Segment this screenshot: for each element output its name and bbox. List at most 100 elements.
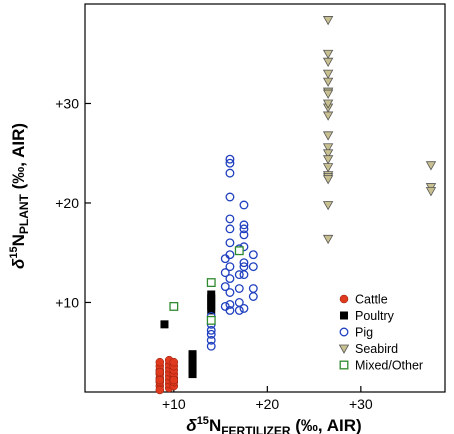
pig-point-6 — [220, 301, 230, 311]
poultry-point-11 — [207, 290, 216, 299]
y-axis-label-element: N — [9, 234, 28, 246]
y-axis-label: δ15NPLANT (‰, AIR) — [8, 123, 31, 269]
seabird-point-13 — [322, 175, 334, 185]
pig-point-21 — [225, 158, 235, 168]
x-axis-label: δ15NFERTILIZER (‰, AIR) — [186, 415, 361, 434]
seabird-point-3 — [322, 69, 334, 79]
x-axis-label-subscript: FERTILIZER — [221, 424, 291, 434]
seabird-point-14 — [322, 201, 334, 211]
pig-point-36 — [239, 200, 249, 210]
seabird-point-9 — [322, 155, 334, 165]
plot-frame — [84, 3, 446, 393]
pig-point-33 — [239, 230, 249, 240]
pig-point-29 — [239, 270, 249, 280]
x-axis-label-units: (‰, AIR) — [291, 416, 362, 434]
pig-point-18 — [225, 214, 235, 224]
poultry-point-0 — [160, 320, 169, 329]
cattle-point-24 — [169, 357, 179, 367]
seabird-point-5 — [322, 111, 334, 121]
seabird-point-15 — [322, 234, 334, 245]
seabird-point-16 — [322, 99, 334, 109]
y-axis-label-delta: δ — [9, 258, 28, 269]
seabird-point-2 — [322, 57, 334, 68]
x-axis-label-element: N — [209, 416, 221, 434]
pig-point-2 — [206, 329, 216, 339]
pig-point-40 — [248, 250, 258, 260]
mixed-other-point-0 — [169, 301, 179, 311]
seabird-point-1 — [322, 49, 334, 60]
cattle-point-8 — [155, 367, 165, 377]
y-axis-label-subscript: PLANT — [17, 193, 31, 234]
pig-point-12 — [225, 288, 235, 297]
legend-label-seabird: Seabird — [355, 342, 398, 356]
pig-point-8 — [220, 268, 230, 278]
pig-point-35 — [239, 220, 249, 230]
pig-point-0 — [206, 341, 216, 351]
y-axis-label-superscript: 15 — [8, 246, 20, 258]
legend-label-pig: Pig — [355, 326, 373, 340]
legend-label-cattle: Cattle — [355, 293, 388, 307]
y-tick-label-0: +10 — [55, 294, 79, 310]
legend-label-poultry: Poultry — [355, 309, 395, 323]
x-tick-label-1: +20 — [255, 396, 279, 412]
legend-marker-poultry — [340, 311, 348, 320]
pig-point-31 — [239, 258, 249, 268]
data-marks — [155, 16, 437, 395]
cattle-point-25 — [169, 375, 179, 385]
x-tick-label-2: +30 — [349, 396, 373, 412]
legend-marker-cattle — [339, 294, 349, 304]
pig-point-24 — [234, 298, 244, 307]
seabird-point-7 — [322, 143, 334, 153]
pig-point-19 — [225, 192, 235, 202]
seabird-point-0 — [322, 16, 334, 26]
seabird-point-10 — [322, 163, 334, 173]
x-axis-label-superscript: 15 — [197, 415, 209, 427]
pig-point-39 — [248, 262, 258, 272]
pig-point-13 — [225, 274, 235, 284]
pig-point-22 — [225, 154, 235, 164]
pig-point-7 — [220, 282, 230, 291]
x-axis-label-delta: δ — [186, 416, 197, 434]
mixed-other-point-2 — [206, 315, 216, 325]
pig-point-1 — [206, 335, 216, 345]
cattle-point-6 — [155, 357, 165, 367]
pig-point-34 — [239, 224, 249, 234]
pig-point-11 — [225, 300, 235, 309]
legend-marker-seabird — [338, 344, 350, 354]
poultry-point-6 — [188, 350, 197, 359]
seabird-point-20 — [425, 161, 437, 171]
pig-point-20 — [225, 168, 235, 178]
mixed-other-point-3 — [234, 246, 244, 256]
seabird-point-6 — [322, 131, 334, 141]
pig-point-10 — [225, 305, 235, 315]
x-tick-label-0: +10 — [162, 396, 186, 412]
legend-marker-mixed-other — [339, 360, 349, 370]
legend-label-mixed-other: Mixed/Other — [355, 359, 423, 373]
pig-point-15 — [225, 250, 235, 260]
cattle-point-7 — [155, 375, 165, 385]
pig-point-23 — [234, 305, 244, 315]
pig-point-17 — [225, 224, 235, 234]
mixed-other-point-1 — [206, 278, 216, 288]
pig-point-38 — [248, 284, 258, 293]
pig-point-9 — [220, 254, 230, 264]
legend: Cattle Poultry Pig Seabird Mixed/Other — [338, 293, 423, 373]
pig-point-3 — [206, 325, 216, 335]
pig-point-16 — [225, 238, 235, 248]
pig-point-30 — [239, 262, 249, 272]
legend-marker-pig — [339, 327, 349, 337]
y-tick-label-1: +20 — [55, 195, 79, 211]
pig-point-26 — [234, 270, 244, 280]
pig-point-37 — [248, 292, 258, 301]
pig-point-28 — [239, 303, 249, 313]
y-tick-label-2: +30 — [55, 95, 79, 111]
seabird-point-8 — [322, 149, 334, 159]
pig-point-14 — [225, 262, 235, 272]
seabird-point-18 — [322, 77, 334, 87]
axis-ticks: +10 +20 +30 +10 +20 +30 — [55, 95, 373, 412]
cattle-point-9 — [155, 385, 165, 395]
seabird-point-22 — [425, 187, 437, 197]
y-axis-label-units: (‰, AIR) — [9, 123, 28, 194]
pig-point-25 — [234, 284, 244, 293]
